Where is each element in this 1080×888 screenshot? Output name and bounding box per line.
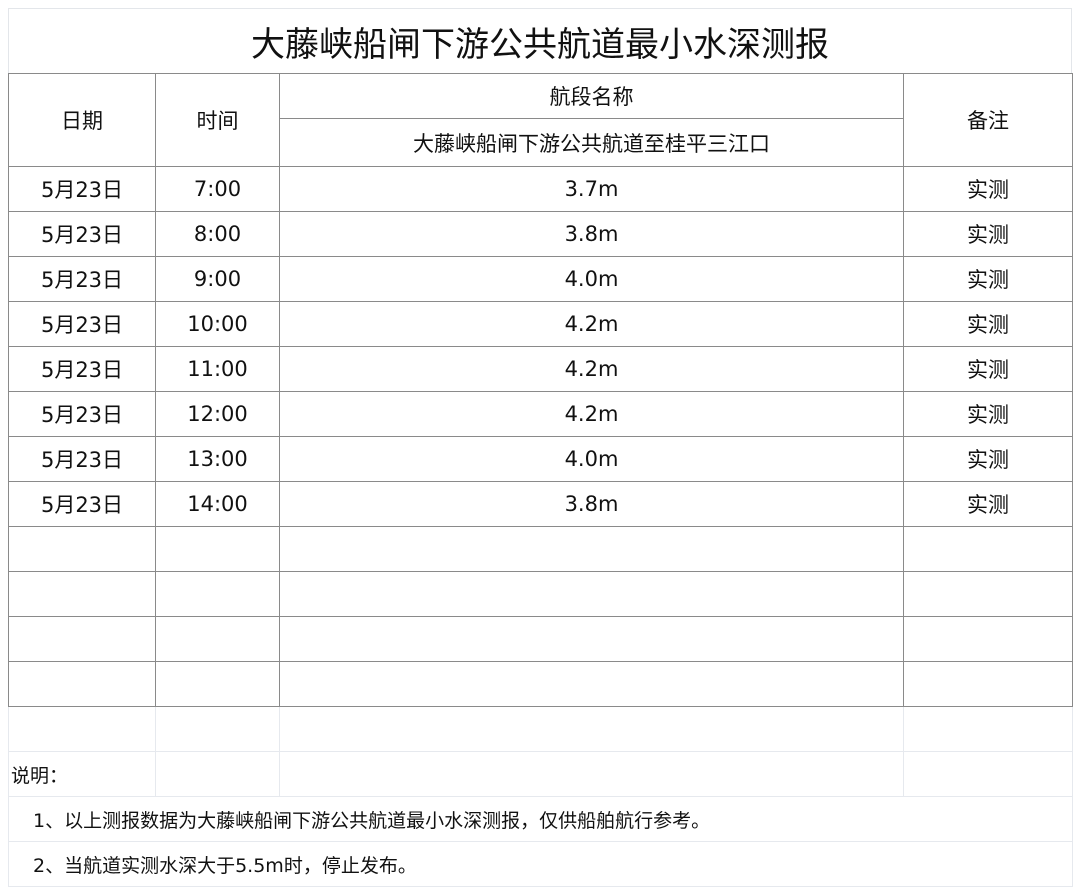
depth-cell bbox=[279, 571, 904, 617]
depth-cell: 3.8m bbox=[279, 481, 904, 527]
blank-cell bbox=[903, 751, 1073, 797]
date-cell bbox=[8, 571, 156, 617]
date-cell: 5月23日 bbox=[8, 481, 156, 527]
time-cell: 9:00 bbox=[155, 256, 280, 302]
time-cell: 8:00 bbox=[155, 211, 280, 257]
empty-row bbox=[8, 616, 1073, 662]
time-cell: 10:00 bbox=[155, 301, 280, 347]
table-row: 5月23日 9:00 4.0m 实测 bbox=[8, 256, 1073, 302]
depth-cell: 4.0m bbox=[279, 436, 904, 482]
time-cell bbox=[155, 571, 280, 617]
blank-cell bbox=[279, 706, 904, 752]
header-date: 日期 bbox=[8, 73, 156, 167]
date-cell bbox=[8, 661, 156, 707]
remark-cell: 实测 bbox=[903, 481, 1073, 527]
page-title: 大藤峡船闸下游公共航道最小水深测报 bbox=[8, 8, 1072, 73]
note-item: 2、当航道实测水深大于5.5m时，停止发布。 bbox=[8, 841, 1073, 887]
time-cell: 7:00 bbox=[155, 166, 280, 212]
header-remark: 备注 bbox=[903, 73, 1073, 167]
remark-cell bbox=[903, 571, 1073, 617]
depth-cell: 4.2m bbox=[279, 391, 904, 437]
remark-cell bbox=[903, 526, 1073, 572]
blank-cell bbox=[155, 706, 280, 752]
time-cell bbox=[155, 661, 280, 707]
table-row: 5月23日 14:00 3.8m 实测 bbox=[8, 481, 1073, 527]
header-section-value: 大藤峡船闸下游公共航道至桂平三江口 bbox=[279, 118, 904, 167]
blank-cell bbox=[155, 751, 280, 797]
depth-cell: 4.2m bbox=[279, 346, 904, 392]
blank-cell bbox=[8, 706, 156, 752]
date-cell: 5月23日 bbox=[8, 391, 156, 437]
remark-cell: 实测 bbox=[903, 211, 1073, 257]
depth-cell bbox=[279, 526, 904, 572]
table-row: 5月23日 13:00 4.0m 实测 bbox=[8, 436, 1073, 482]
empty-row bbox=[8, 571, 1073, 617]
blank-cell bbox=[903, 706, 1073, 752]
depth-cell: 4.0m bbox=[279, 256, 904, 302]
remark-cell bbox=[903, 661, 1073, 707]
date-cell bbox=[8, 616, 156, 662]
time-cell: 11:00 bbox=[155, 346, 280, 392]
empty-row bbox=[8, 661, 1073, 707]
date-cell: 5月23日 bbox=[8, 436, 156, 482]
table-row: 5月23日 12:00 4.2m 实测 bbox=[8, 391, 1073, 437]
date-cell: 5月23日 bbox=[8, 346, 156, 392]
date-cell: 5月23日 bbox=[8, 256, 156, 302]
remark-cell: 实测 bbox=[903, 166, 1073, 212]
table-row: 5月23日 10:00 4.2m 实测 bbox=[8, 301, 1073, 347]
date-cell: 5月23日 bbox=[8, 166, 156, 212]
remark-cell: 实测 bbox=[903, 301, 1073, 347]
notes-label: 说明： bbox=[8, 751, 156, 797]
remark-cell: 实测 bbox=[903, 436, 1073, 482]
depth-cell: 3.7m bbox=[279, 166, 904, 212]
depth-cell: 4.2m bbox=[279, 301, 904, 347]
table-row: 5月23日 11:00 4.2m 实测 bbox=[8, 346, 1073, 392]
table-row: 5月23日 7:00 3.7m 实测 bbox=[8, 166, 1073, 212]
header-section-name: 航段名称 bbox=[279, 73, 904, 119]
date-cell: 5月23日 bbox=[8, 301, 156, 347]
depth-cell: 3.8m bbox=[279, 211, 904, 257]
depth-cell bbox=[279, 661, 904, 707]
empty-row bbox=[8, 526, 1073, 572]
date-cell: 5月23日 bbox=[8, 211, 156, 257]
time-cell: 13:00 bbox=[155, 436, 280, 482]
note-item: 1、以上测报数据为大藤峡船闸下游公共航道最小水深测报，仅供船舶航行参考。 bbox=[8, 796, 1073, 842]
depth-report-table: 日期 时间 航段名称 备注 大藤峡船闸下游公共航道至桂平三江口 5月23日 7:0… bbox=[8, 73, 1073, 887]
remark-cell bbox=[903, 616, 1073, 662]
remark-cell: 实测 bbox=[903, 256, 1073, 302]
time-cell: 14:00 bbox=[155, 481, 280, 527]
time-cell bbox=[155, 526, 280, 572]
remark-cell: 实测 bbox=[903, 346, 1073, 392]
depth-cell bbox=[279, 616, 904, 662]
time-cell: 12:00 bbox=[155, 391, 280, 437]
header-time: 时间 bbox=[155, 73, 280, 167]
table-row: 5月23日 8:00 3.8m 实测 bbox=[8, 211, 1073, 257]
time-cell bbox=[155, 616, 280, 662]
remark-cell: 实测 bbox=[903, 391, 1073, 437]
date-cell bbox=[8, 526, 156, 572]
blank-cell bbox=[279, 751, 904, 797]
